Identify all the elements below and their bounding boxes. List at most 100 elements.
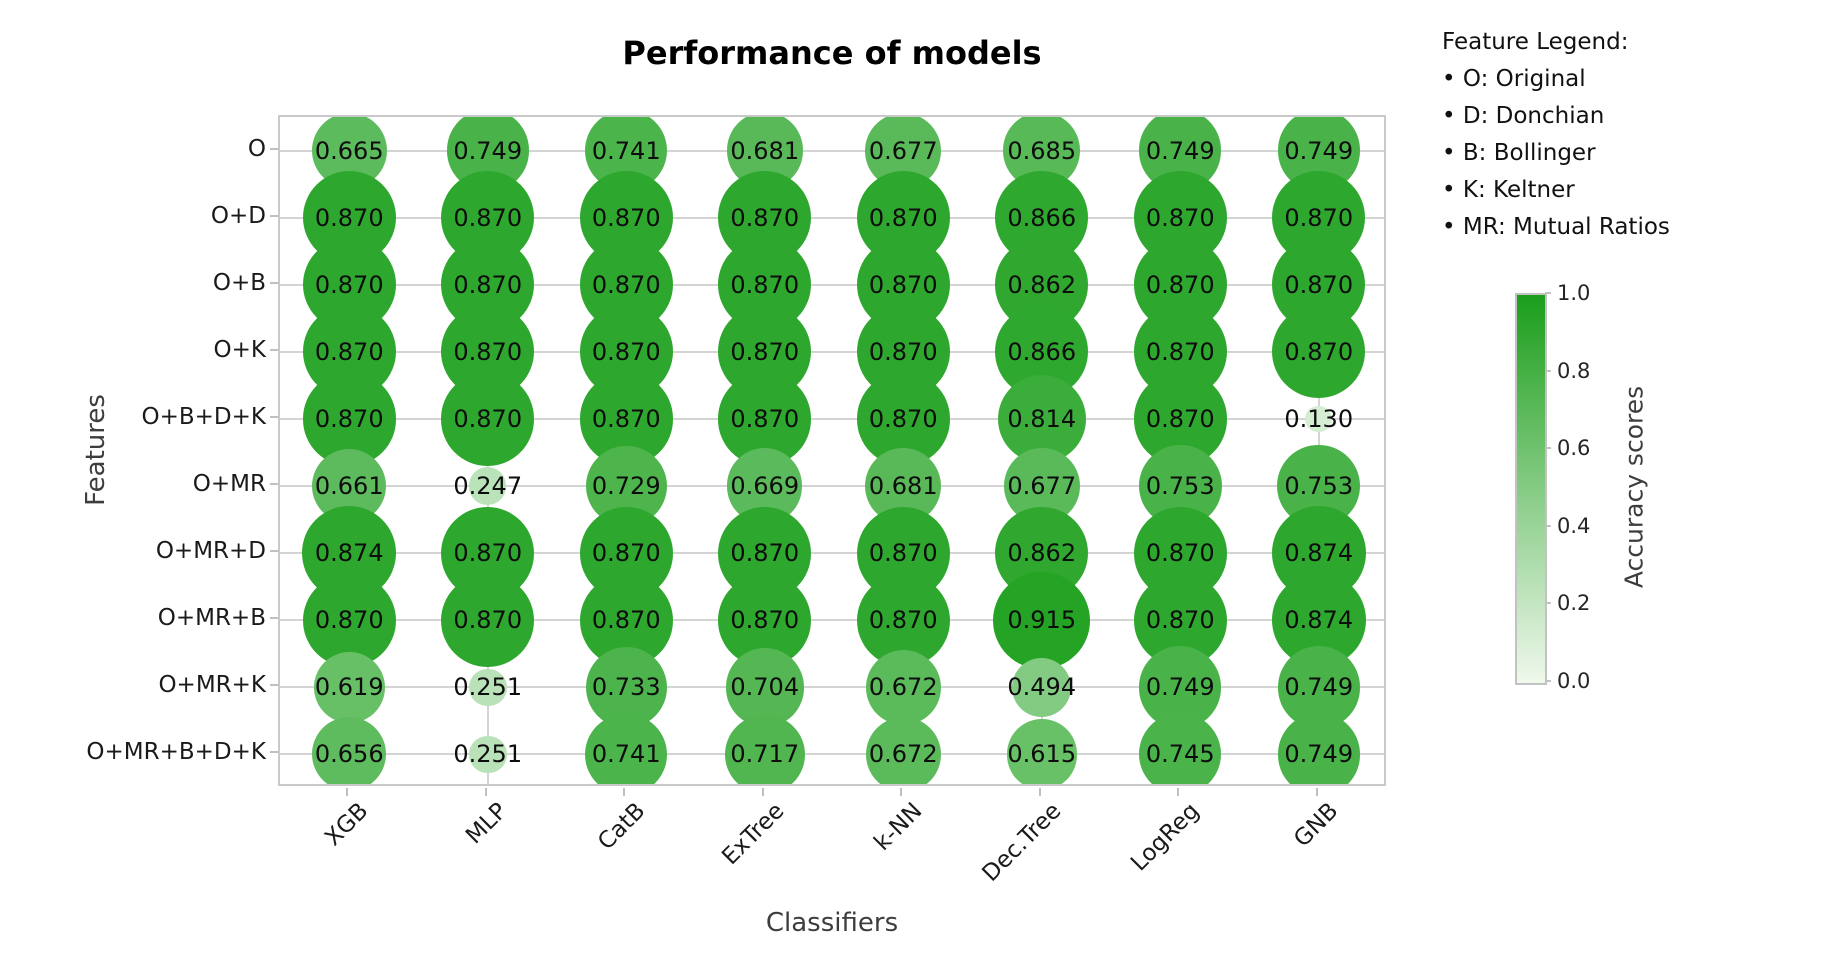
bubble-value: 0.870	[591, 404, 661, 433]
legend-item-bollinger: • B: Bollinger	[1442, 140, 1596, 166]
y-tick-mark	[270, 415, 278, 418]
bubble-value: 0.681	[868, 472, 938, 501]
bubble-value: 0.749	[1145, 136, 1215, 165]
bubble-value: 0.251	[453, 673, 523, 702]
y-tick-label: O+K	[213, 336, 266, 363]
bubble-value: 0.669	[730, 472, 800, 501]
bubble-value: 0.745	[1145, 740, 1215, 769]
bubble-value: 0.685	[1007, 136, 1077, 165]
bubble-value: 0.870	[730, 539, 800, 568]
bubble	[1139, 713, 1222, 784]
bubble	[1277, 713, 1360, 784]
bubble-value: 0.915	[1007, 606, 1077, 635]
colorbar-tick-mark	[1545, 602, 1551, 605]
x-tick-label: XGB	[320, 798, 374, 852]
bubble	[1272, 305, 1366, 399]
bubble-value: 0.870	[1284, 203, 1354, 232]
legend-item-mutual-ratios: • MR: Mutual Ratios	[1442, 214, 1670, 240]
bubble-value: 0.749	[1284, 740, 1354, 769]
y-tick-mark	[270, 617, 278, 620]
gridline-horizontal	[280, 552, 1384, 555]
x-tick-label: GNB	[1288, 798, 1344, 853]
bubble	[313, 651, 385, 723]
plot-area: 0.665 0.749 0.741 0.681 0.677 0.685 0.749 0.749…	[278, 115, 1386, 786]
x-tick-mark	[761, 788, 764, 796]
bubble	[865, 716, 941, 784]
bubble	[865, 649, 941, 726]
bubble-value: 0.862	[1007, 270, 1077, 299]
bubble	[585, 713, 668, 784]
bubble-value: 0.870	[730, 404, 800, 433]
bubble	[302, 573, 396, 667]
bubble-value: 0.870	[453, 606, 523, 635]
bubble-value: 0.247	[453, 472, 523, 501]
y-tick-mark	[270, 550, 278, 553]
bubble-value: 0.494	[1007, 673, 1077, 702]
colorbar-tick-mark	[1545, 369, 1551, 372]
y-tick-label: O+B	[212, 269, 266, 296]
bubble-value: 0.251	[453, 740, 523, 769]
x-tick-label: Dec.Tree	[977, 798, 1067, 887]
bubble-value: 0.729	[591, 472, 661, 501]
bubble-value: 0.862	[1007, 539, 1077, 568]
bubble-value: 0.665	[314, 136, 384, 165]
gridline-horizontal	[280, 417, 1384, 420]
gridline-horizontal	[280, 350, 1384, 353]
colorbar-tick-label: 0.6	[1557, 436, 1591, 461]
colorbar-tick-label: 1.0	[1557, 281, 1591, 305]
x-tick-mark	[1038, 788, 1041, 796]
colorbar-tick-label: 0.4	[1557, 513, 1591, 538]
x-tick-mark	[623, 788, 626, 796]
y-tick-label: O	[247, 135, 266, 162]
legend-item-keltner: • K: Keltner	[1442, 177, 1575, 203]
bubble-value: 0.672	[868, 673, 938, 702]
bubble-value: 0.741	[591, 136, 661, 165]
colorbar-tick-mark	[1545, 680, 1551, 682]
y-tick-mark	[270, 281, 278, 284]
bubble-value: 0.870	[868, 203, 938, 232]
bubble-value: 0.870	[453, 539, 523, 568]
bubble-value: 0.874	[1284, 606, 1354, 635]
bubble-value: 0.870	[1284, 337, 1354, 366]
bubble-value: 0.661	[314, 472, 384, 501]
y-tick-label: O+MR+B+D+K	[86, 739, 266, 766]
feature-legend: Feature Legend: • O: Original • D: Donch…	[1442, 24, 1670, 246]
x-tick-mark	[1177, 788, 1180, 796]
bubble-value: 0.749	[453, 136, 523, 165]
bubble-value: 0.870	[314, 337, 384, 366]
colorbar-tick-mark	[1545, 447, 1551, 450]
bubble-value: 0.130	[1284, 404, 1354, 433]
gridline-horizontal	[280, 686, 1384, 689]
bubble	[441, 372, 535, 466]
bubble-value: 0.870	[868, 404, 938, 433]
bubble-value: 0.615	[1007, 740, 1077, 769]
bubble-value: 0.870	[1145, 337, 1215, 366]
bubble-value: 0.749	[1145, 673, 1215, 702]
bubble-value: 0.741	[591, 740, 661, 769]
bubble-value: 0.717	[730, 740, 800, 769]
gridline-horizontal	[280, 216, 1384, 219]
bubble	[724, 714, 805, 784]
bubble	[441, 573, 535, 667]
bubble-value: 0.870	[1145, 539, 1215, 568]
bubble-value: 0.870	[1145, 203, 1215, 232]
bubble	[468, 668, 507, 707]
y-tick-mark	[270, 483, 278, 486]
y-tick-mark	[270, 147, 278, 150]
bubble-value: 0.870	[1284, 270, 1354, 299]
colorbar-tick-mark	[1545, 292, 1551, 294]
bubble-value: 0.870	[453, 203, 523, 232]
gridline-horizontal	[280, 149, 1384, 152]
bubble	[1006, 719, 1077, 784]
bubble-value: 0.874	[1284, 539, 1354, 568]
bubble-value: 0.870	[730, 203, 800, 232]
bubble-value: 0.870	[868, 606, 938, 635]
colorbar-tick-label: 0.0	[1557, 669, 1591, 693]
bubble-value: 0.870	[730, 606, 800, 635]
y-axis-title: Features	[81, 394, 111, 506]
bubble	[1012, 657, 1072, 718]
gridline-horizontal	[280, 619, 1384, 622]
bubble-value: 0.749	[1284, 136, 1354, 165]
bubble-value: 0.870	[591, 270, 661, 299]
